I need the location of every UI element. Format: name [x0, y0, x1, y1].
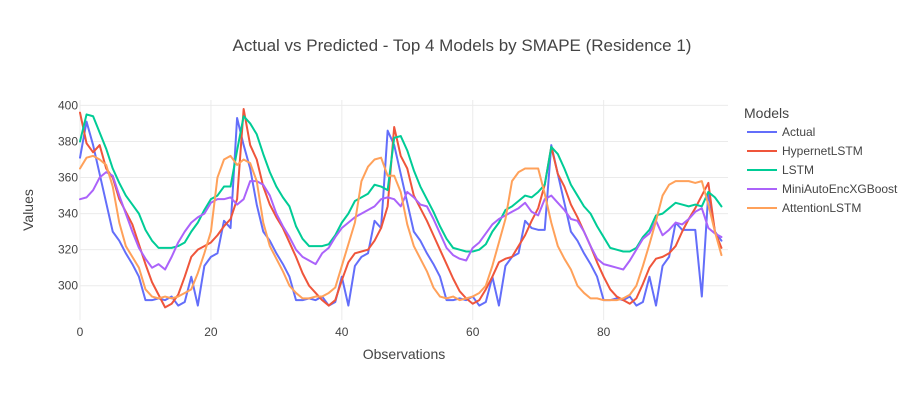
y-axis-title: Values [20, 189, 36, 231]
legend-label: AttentionLSTM [782, 201, 861, 215]
y-tick-label: 340 [58, 207, 78, 221]
x-tick-label: 0 [77, 325, 84, 339]
x-axis-title: Observations [363, 346, 445, 362]
legend: Models Actual HypernetLSTM LSTM MiniAutoEnc… [744, 105, 898, 215]
legend-label: MiniAutoEncXGBoost [782, 182, 898, 196]
series-lines [79, 108, 723, 309]
legend-item[interactable]: LSTM [747, 163, 814, 177]
y-tick-label: 400 [58, 98, 78, 112]
legend-item[interactable]: AttentionLSTM [747, 201, 861, 215]
series-line-attentionlstm [79, 154, 723, 302]
series-line-lstm [79, 113, 723, 253]
x-tick-label: 60 [466, 325, 480, 339]
chart-title: Actual vs Predicted - Top 4 Models by SM… [233, 36, 692, 55]
y-axis-ticks: 300 320 340 360 380 400 [58, 98, 78, 292]
legend-label: HypernetLSTM [782, 144, 863, 158]
legend-item[interactable]: Actual [747, 125, 815, 139]
y-tick-label: 360 [58, 171, 78, 185]
series-line-actual [79, 117, 723, 307]
x-axis-ticks: 0 20 40 60 80 [77, 325, 611, 339]
x-tick-label: 40 [335, 325, 349, 339]
y-tick-label: 320 [58, 243, 78, 257]
legend-label: LSTM [782, 163, 814, 177]
legend-item[interactable]: MiniAutoEncXGBoost [747, 182, 898, 196]
legend-item[interactable]: HypernetLSTM [747, 144, 863, 158]
series-line-miniautoencxgboost [79, 171, 723, 271]
x-tick-label: 80 [597, 325, 611, 339]
series-line-hypernetlstm [79, 108, 723, 309]
y-tick-label: 300 [58, 279, 78, 293]
x-tick-label: 20 [204, 325, 218, 339]
legend-label: Actual [782, 125, 815, 139]
legend-title: Models [744, 105, 789, 121]
y-tick-label: 380 [58, 134, 78, 148]
